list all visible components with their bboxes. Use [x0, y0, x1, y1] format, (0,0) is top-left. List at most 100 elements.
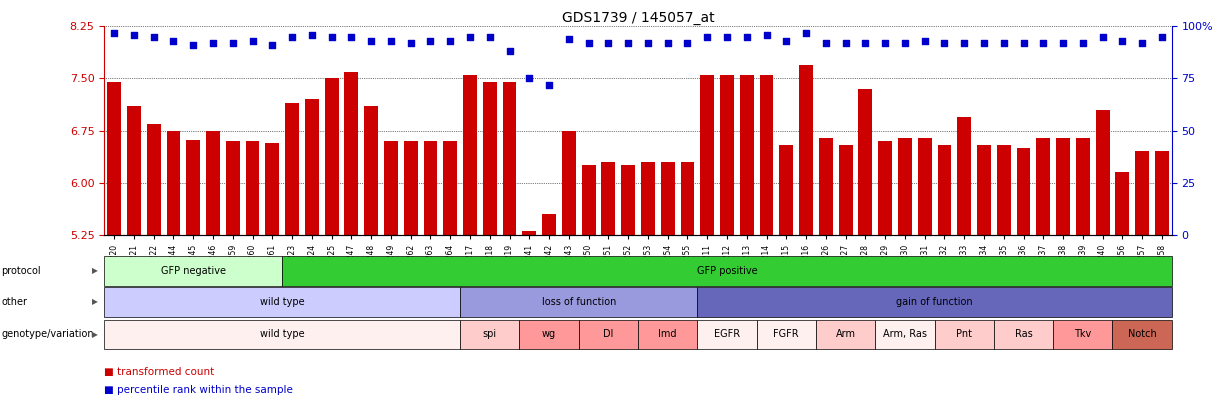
Bar	[918, 138, 931, 235]
Point	[955, 40, 974, 46]
Bar	[720, 75, 734, 235]
Point	[163, 38, 183, 44]
Bar	[779, 145, 793, 235]
Bar	[1076, 138, 1090, 235]
Point	[263, 42, 282, 48]
Bar	[147, 124, 161, 235]
Bar	[937, 145, 951, 235]
Point	[341, 34, 361, 40]
Bar	[542, 214, 556, 235]
Bar	[1155, 151, 1169, 235]
Text: wild type: wild type	[260, 329, 304, 339]
Text: genotype/variation: genotype/variation	[1, 329, 93, 339]
Point	[579, 40, 599, 46]
Text: gain of function: gain of function	[896, 297, 973, 307]
Text: ■ percentile rank within the sample: ■ percentile rank within the sample	[104, 385, 293, 395]
Point	[618, 40, 638, 46]
Text: GFP positive: GFP positive	[697, 266, 757, 276]
Point	[757, 32, 777, 38]
Point	[539, 81, 558, 88]
Text: Dl: Dl	[604, 329, 614, 339]
Bar	[265, 143, 280, 235]
Text: GFP negative: GFP negative	[161, 266, 226, 276]
Bar	[404, 141, 417, 235]
Bar	[582, 165, 595, 235]
Point	[519, 75, 539, 82]
Bar	[898, 138, 912, 235]
Bar	[879, 141, 892, 235]
Point	[1014, 40, 1033, 46]
Text: FGFR: FGFR	[773, 329, 799, 339]
Text: Notch: Notch	[1128, 329, 1157, 339]
Point	[677, 40, 697, 46]
Point	[321, 34, 341, 40]
Point	[599, 40, 618, 46]
Point	[1133, 40, 1152, 46]
Point	[243, 38, 263, 44]
Bar	[443, 141, 458, 235]
Point	[974, 40, 994, 46]
Bar	[325, 79, 339, 235]
Point	[480, 34, 499, 40]
Point	[382, 38, 401, 44]
Bar	[285, 103, 299, 235]
Bar	[364, 106, 378, 235]
Bar	[107, 82, 121, 235]
Bar	[1017, 148, 1031, 235]
Bar	[523, 231, 536, 235]
Bar	[1037, 138, 1050, 235]
Point	[440, 38, 460, 44]
Point	[737, 34, 757, 40]
Point	[638, 40, 658, 46]
Point	[1113, 38, 1133, 44]
Text: Arm: Arm	[836, 329, 855, 339]
Point	[875, 40, 894, 46]
Bar	[996, 145, 1011, 235]
Bar	[245, 141, 259, 235]
Bar	[977, 145, 991, 235]
Point	[697, 34, 717, 40]
Point	[855, 40, 875, 46]
Text: EGFR: EGFR	[714, 329, 740, 339]
Text: ▶: ▶	[92, 330, 97, 339]
Bar	[503, 82, 517, 235]
Bar	[306, 99, 319, 235]
Point	[499, 48, 519, 55]
Text: wild type: wild type	[260, 297, 304, 307]
Point	[994, 40, 1014, 46]
Bar	[167, 130, 180, 235]
Bar	[187, 140, 200, 235]
Text: ▶: ▶	[92, 297, 97, 307]
Bar	[1096, 110, 1109, 235]
Point	[460, 34, 480, 40]
Point	[894, 40, 914, 46]
Point	[223, 40, 243, 46]
Point	[717, 34, 736, 40]
Bar	[384, 141, 398, 235]
Bar	[601, 162, 615, 235]
Point	[1152, 34, 1172, 40]
Point	[401, 40, 421, 46]
Point	[302, 32, 321, 38]
Bar	[621, 165, 636, 235]
Point	[361, 38, 380, 44]
Point	[1072, 40, 1092, 46]
Bar	[1135, 151, 1148, 235]
Bar	[799, 64, 814, 235]
Text: loss of function: loss of function	[541, 297, 616, 307]
Text: ■ transformed count: ■ transformed count	[104, 367, 215, 377]
Text: Ras: Ras	[1015, 329, 1032, 339]
Point	[124, 32, 144, 38]
Point	[658, 40, 677, 46]
Point	[836, 40, 855, 46]
Point	[282, 34, 302, 40]
Point	[777, 38, 796, 44]
Bar	[640, 162, 655, 235]
Point	[816, 40, 836, 46]
Point	[560, 36, 579, 42]
Bar	[206, 130, 220, 235]
Title: GDS1739 / 145057_at: GDS1739 / 145057_at	[562, 11, 714, 25]
Bar	[226, 141, 239, 235]
Text: wg: wg	[542, 329, 556, 339]
Bar	[483, 82, 497, 235]
